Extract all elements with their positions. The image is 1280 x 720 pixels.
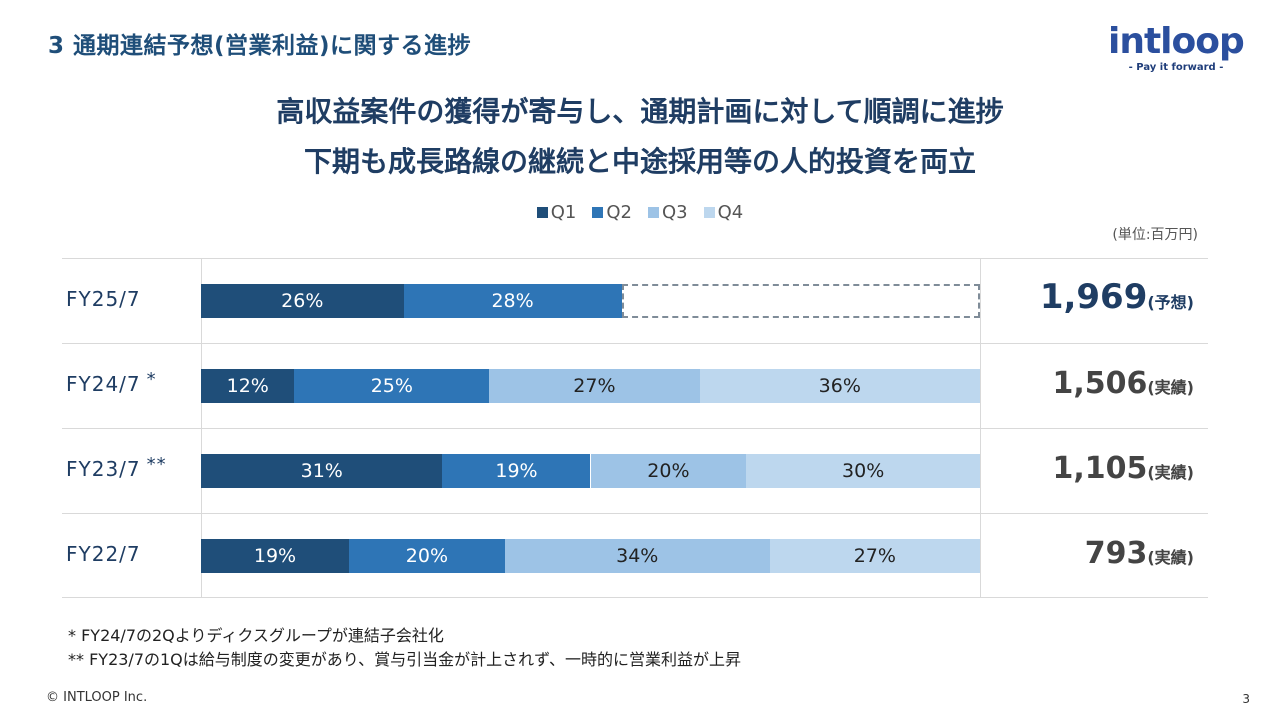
legend-swatch	[536, 207, 548, 218]
bar-segment-q1: 12%	[201, 368, 295, 403]
logo-wordmark: intloop	[1108, 21, 1245, 62]
bar-segment-q4: 27%	[769, 538, 980, 573]
legend-label: Q3	[662, 202, 688, 223]
stacked-bar-chart: FY25/7 26% 28% 1,969(予想) FY24/7 * 12% 25% 27% 36%…	[62, 258, 1208, 598]
row-label: FY23/7 **	[66, 453, 167, 481]
row-label-text: FY25/7	[66, 286, 141, 311]
unit-label: (単位:百万円)	[1112, 227, 1198, 243]
headline-line-2: 下期も成長路線の継続と中途採用等の人的投資を両立	[303, 145, 976, 178]
legend-item-q1: Q1	[536, 202, 577, 223]
row-total: 1,969(予想)	[1040, 277, 1194, 317]
total-value: 793	[1084, 535, 1148, 571]
bar-segment-remaining	[621, 283, 980, 318]
legend-label: Q1	[550, 202, 577, 223]
row-label: FY22/7	[66, 542, 141, 566]
legend-item-q3: Q3	[648, 202, 688, 223]
chart-legend: Q1 Q2 Q3 Q4	[0, 202, 1280, 223]
footnote-mark: *	[146, 368, 157, 390]
bar-segment-q2: 20%	[349, 538, 505, 573]
row-label: FY24/7 *	[66, 368, 157, 396]
headline-line-1: 高収益案件の獲得が寄与し、通期計画に対して順調に進捗	[276, 95, 1004, 128]
bar-segment-q1: 31%	[201, 453, 443, 488]
legend-item-q2: Q2	[592, 202, 632, 223]
row-label-text: FY24/7	[66, 371, 141, 396]
footnote-1: * FY24/7の2Qよりディクスグループが連結子会社化	[68, 626, 444, 645]
company-logo: intloop - Pay it forward -	[1108, 22, 1248, 82]
row-divider	[62, 597, 1208, 598]
bar-segment-q4: 36%	[699, 368, 980, 403]
bar-segment-q2: 28%	[403, 283, 622, 318]
page-number: 3	[1242, 692, 1250, 706]
legend-swatch	[648, 207, 659, 218]
bar-segment-q4: 30%	[746, 453, 980, 488]
total-value: 1,969	[1039, 276, 1148, 317]
total-note: (予想)	[1147, 292, 1194, 312]
row-divider	[62, 513, 1208, 514]
section-title: 3 通期連結予想(営業利益)に関する進捗	[48, 33, 472, 59]
legend-swatch	[703, 207, 715, 218]
total-note: (実績)	[1147, 547, 1194, 567]
bar-track: 12% 25% 27% 36%	[201, 368, 980, 403]
row-divider	[62, 258, 1208, 259]
legend-label: Q4	[717, 202, 744, 223]
legend-label: Q2	[606, 202, 632, 223]
total-note: (実績)	[1147, 377, 1194, 397]
row-label-text: FY22/7	[66, 541, 141, 566]
bar-segment-q2: 19%	[442, 453, 591, 488]
logo-tagline: - Pay it forward -	[1128, 62, 1224, 73]
bar-segment-q2: 25%	[294, 368, 490, 403]
row-total: 1,506(実績)	[1052, 366, 1194, 401]
bar-track: 26% 28%	[201, 283, 980, 318]
bar-segment-q1: 19%	[201, 538, 349, 573]
row-divider	[62, 343, 1208, 344]
footnote-2: ** FY23/7の1Qは給与制度の変更があり、賞与引当金が計上されず、一時的に…	[68, 650, 742, 669]
bar-segment-q1: 26%	[201, 283, 404, 318]
row-label: FY25/7	[66, 287, 141, 311]
bar-segment-q3: 27%	[489, 368, 700, 403]
row-divider	[62, 428, 1208, 429]
row-total: 1,105(実績)	[1052, 451, 1194, 486]
copyright: © INTLOOP Inc.	[46, 690, 148, 705]
row-total: 793(実績)	[1085, 536, 1194, 571]
bar-track: 31% 19% 20% 30%	[201, 453, 980, 488]
bar-track: 19% 20% 34% 27%	[201, 538, 980, 573]
legend-item-q4: Q4	[703, 202, 744, 223]
bar-segment-q3: 34%	[504, 538, 770, 573]
bar-segment-q3: 20%	[590, 453, 747, 488]
legend-swatch	[592, 207, 604, 218]
total-value: 1,105	[1052, 450, 1148, 486]
footnote-mark: **	[146, 453, 167, 475]
row-label-text: FY23/7	[66, 456, 141, 481]
total-note: (実績)	[1147, 462, 1194, 482]
total-value: 1,506	[1052, 365, 1148, 401]
